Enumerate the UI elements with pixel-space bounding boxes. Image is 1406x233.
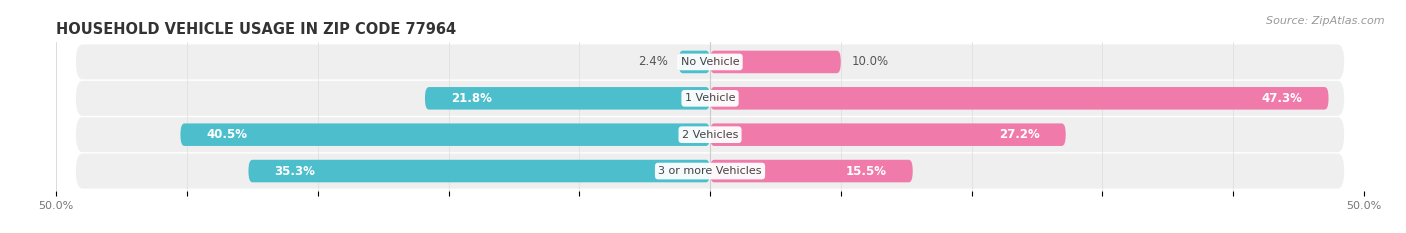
Text: HOUSEHOLD VEHICLE USAGE IN ZIP CODE 77964: HOUSEHOLD VEHICLE USAGE IN ZIP CODE 7796… bbox=[56, 22, 457, 37]
FancyBboxPatch shape bbox=[679, 51, 710, 73]
FancyBboxPatch shape bbox=[710, 160, 912, 182]
Text: 40.5%: 40.5% bbox=[207, 128, 247, 141]
FancyBboxPatch shape bbox=[425, 87, 710, 110]
FancyBboxPatch shape bbox=[710, 123, 1066, 146]
Text: 21.8%: 21.8% bbox=[451, 92, 492, 105]
FancyBboxPatch shape bbox=[76, 117, 1344, 152]
FancyBboxPatch shape bbox=[710, 51, 841, 73]
FancyBboxPatch shape bbox=[76, 81, 1344, 116]
Text: 2 Vehicles: 2 Vehicles bbox=[682, 130, 738, 140]
Text: 2.4%: 2.4% bbox=[638, 55, 668, 69]
Text: 27.2%: 27.2% bbox=[998, 128, 1039, 141]
Text: 3 or more Vehicles: 3 or more Vehicles bbox=[658, 166, 762, 176]
Text: 10.0%: 10.0% bbox=[851, 55, 889, 69]
FancyBboxPatch shape bbox=[249, 160, 710, 182]
Text: 1 Vehicle: 1 Vehicle bbox=[685, 93, 735, 103]
Text: 35.3%: 35.3% bbox=[274, 164, 315, 178]
Text: 15.5%: 15.5% bbox=[845, 164, 887, 178]
FancyBboxPatch shape bbox=[710, 87, 1329, 110]
FancyBboxPatch shape bbox=[76, 45, 1344, 79]
Text: Source: ZipAtlas.com: Source: ZipAtlas.com bbox=[1267, 16, 1385, 26]
Text: 47.3%: 47.3% bbox=[1261, 92, 1302, 105]
FancyBboxPatch shape bbox=[180, 123, 710, 146]
FancyBboxPatch shape bbox=[76, 154, 1344, 188]
Text: No Vehicle: No Vehicle bbox=[681, 57, 740, 67]
